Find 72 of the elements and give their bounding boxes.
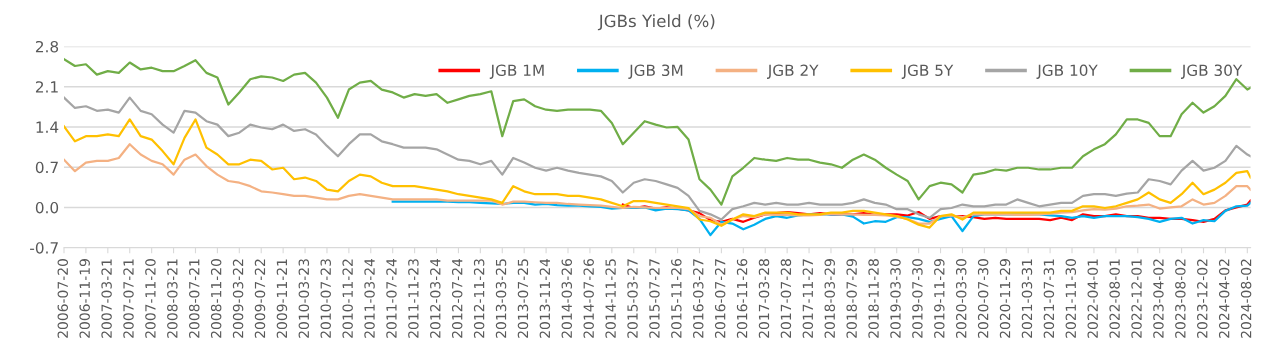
x-tick-label: 2008-07-21	[189, 259, 200, 338]
x-tick-label: 2014-11-25	[605, 259, 616, 338]
legend-label: JGB 30Y	[1181, 64, 1243, 79]
line-series	[64, 143, 1251, 226]
x-tick-label: 2022-08-01	[1109, 259, 1120, 338]
x-tick-label: 2016-07-27	[714, 259, 726, 338]
x-tick-label: 2018-11-28	[868, 259, 879, 338]
x-tick-label: 2006-07-20	[57, 259, 69, 338]
x-tick-label: 2014-03-26	[561, 258, 573, 338]
x-tick-label: 2017-07-28	[780, 259, 792, 338]
x-tick-label: 2018-07-29	[846, 259, 857, 338]
x-tick-label: 2013-03-25	[495, 259, 507, 338]
x-tick-label: 2007-03-21	[101, 259, 112, 338]
x-tick-label: 2013-07-25	[517, 259, 529, 338]
x-tick-label: 2021-11-30	[1065, 259, 1077, 338]
y-tick-label: 2.1	[35, 81, 58, 93]
legend-label: JGB 5Y	[901, 64, 954, 79]
x-tick-label: 2012-07-24	[451, 258, 463, 338]
x-tick-label: 2019-03-30	[890, 259, 901, 338]
x-tick-label: 2012-11-23	[473, 259, 485, 338]
x-tick-label: 2022-04-01	[1087, 259, 1098, 338]
x-tick-label: 2013-11-24	[539, 258, 551, 338]
x-tick-label: 2016-11-26	[736, 258, 748, 338]
line-series	[64, 118, 1251, 229]
y-tick-label: 1.4	[36, 121, 59, 133]
legend-label: JGB 10Y	[1036, 64, 1098, 79]
x-tick-label: 2020-03-30	[955, 259, 967, 338]
x-tick-label: 2019-11-29	[934, 259, 945, 338]
x-tick-label: 2015-11-26	[671, 258, 682, 338]
x-tick-label: 2017-03-28	[758, 259, 770, 338]
x-tick-label: 2011-03-24	[364, 258, 375, 338]
x-tick-label: 2010-03-23	[298, 259, 310, 338]
line-series	[64, 57, 1251, 206]
x-tick-label: 2012-03-24	[430, 258, 441, 338]
x-tick-label: 2016-03-27	[693, 259, 704, 338]
legend-label: JGB 2Y	[767, 64, 819, 79]
x-tick-label: 2008-03-21	[167, 259, 178, 338]
chart-title: JGBs Yield (%)	[597, 14, 715, 31]
line-series	[64, 96, 1251, 221]
y-tick-label: 0.7	[35, 161, 58, 174]
x-tick-label: 2019-07-30	[912, 259, 923, 338]
x-tick-label: 2020-07-30	[977, 259, 989, 338]
x-tick-label: 2023-04-02	[1153, 259, 1164, 338]
x-tick-label: 2009-03-22	[232, 259, 244, 338]
x-tick-label: 2011-11-23	[408, 259, 419, 338]
x-tick-label: 2007-07-21	[123, 259, 134, 338]
x-tick-label: 2010-11-22	[342, 259, 353, 338]
x-tick-label: 2021-03-31	[1021, 259, 1033, 338]
x-tick-label: 2015-03-27	[627, 259, 638, 338]
x-tick-label: 2014-07-26	[583, 258, 594, 338]
x-tick-label: 2007-11-20	[145, 259, 156, 338]
x-tick-label: 2021-07-31	[1043, 259, 1055, 338]
x-tick-label: 2011-07-24	[386, 258, 397, 338]
x-tick-label: 2024-08-02	[1240, 259, 1252, 338]
x-tick-label: 2017-11-27	[802, 259, 814, 338]
x-tick-label: 2023-08-02	[1175, 259, 1186, 338]
legend-label: JGB 3M	[628, 64, 683, 79]
x-tick-label: 2018-03-29	[824, 259, 835, 338]
y-tick-label: 2.8	[35, 40, 59, 53]
x-tick-label: 2008-11-20	[210, 259, 222, 338]
y-tick-label: -0.7	[30, 242, 58, 254]
x-tick-label: 2009-11-21	[276, 259, 288, 338]
x-tick-label: 2022-12-01	[1131, 259, 1142, 338]
x-tick-label: 2023-12-02	[1197, 259, 1208, 338]
x-tick-label: 2024-04-02	[1218, 259, 1230, 338]
y-tick-label: 0.0	[35, 201, 59, 214]
x-tick-label: 2009-07-22	[254, 259, 266, 338]
x-tick-label: 2006-11-19	[79, 259, 90, 338]
legend-label: JGB 1M	[489, 64, 544, 79]
x-tick-label: 2015-07-27	[649, 259, 660, 338]
x-tick-label: 2020-11-29	[999, 259, 1011, 338]
x-tick-label: 2010-07-23	[320, 259, 331, 338]
